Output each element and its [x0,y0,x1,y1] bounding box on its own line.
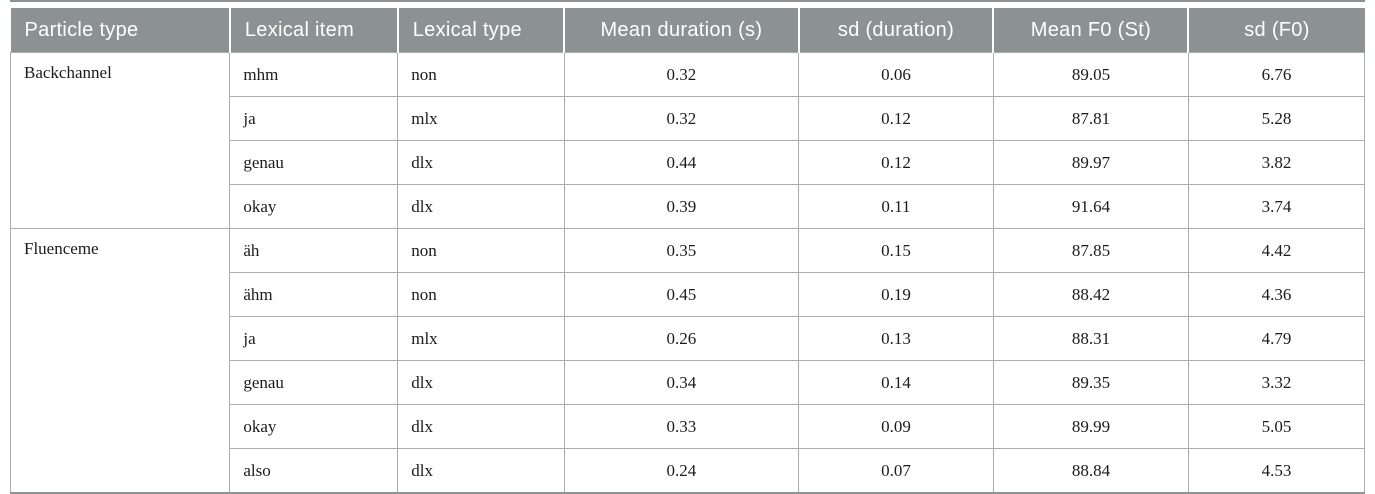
cell-lexical-type: dlx [397,360,565,405]
cell-lexical-type: non [397,228,565,273]
cell-sd-duration: 0.12 [798,96,994,141]
table-row: genau dlx 0.34 0.14 89.35 3.32 [11,360,1366,405]
cell-mean-duration: 0.24 [563,448,800,494]
particle-measurements-table: Particle type Lexical item Lexical type … [9,0,1366,494]
cell-mean-duration: 0.34 [563,360,800,405]
cell-lexical-type: dlx [397,448,565,494]
cell-sd-f0: 3.32 [1187,360,1366,405]
cell-sd-f0: 6.76 [1187,52,1366,97]
col-header-mean-f0: Mean F0 (St) [992,8,1189,53]
table-top-rule [10,0,1365,2]
table-row: ja mlx 0.32 0.12 87.81 5.28 [11,96,1366,141]
cell-mean-f0: 91.64 [992,184,1189,229]
cell-lexical-item: genau [229,360,399,405]
cell-lexical-type: dlx [397,140,565,185]
cell-mean-duration: 0.32 [563,96,800,141]
cell-lexical-item: ähm [229,272,399,317]
cell-sd-f0: 3.74 [1187,184,1366,229]
cell-sd-duration: 0.14 [798,360,994,405]
cell-sd-f0: 4.42 [1187,228,1366,273]
cell-sd-f0: 5.05 [1187,404,1366,449]
cell-sd-duration: 0.13 [798,316,994,361]
cell-sd-duration: 0.11 [798,184,994,229]
col-header-lexical-item: Lexical item [228,8,398,53]
cell-mean-duration: 0.44 [563,140,800,185]
cell-mean-f0: 87.85 [992,228,1189,273]
cell-mean-f0: 87.81 [992,96,1189,141]
table-row: ähm non 0.45 0.19 88.42 4.36 [11,272,1366,317]
cell-particle-type: Fluenceme [9,228,231,494]
table-row: Backchannel mhm non 0.32 0.06 89.05 6.76 [9,52,1366,229]
col-header-sd-f0: sd (F0) [1187,8,1365,53]
table-row: genau dlx 0.44 0.12 89.97 3.82 [11,140,1366,185]
cell-lexical-item: genau [229,140,399,185]
cell-lexical-item: okay [229,404,399,449]
cell-lexical-type: dlx [397,404,565,449]
cell-mean-duration: 0.39 [563,184,800,229]
cell-lexical-type: dlx [397,184,565,229]
cell-sd-f0: 4.53 [1187,448,1366,494]
cell-lexical-type: mlx [397,316,565,361]
cell-lexical-item: ja [229,316,399,361]
col-header-mean-duration: Mean duration (s) [563,8,799,53]
cell-mean-duration: 0.32 [563,52,800,97]
cell-sd-duration: 0.09 [798,404,994,449]
col-header-sd-duration: sd (duration) [797,8,994,53]
cell-lexical-type: mlx [397,96,565,141]
cell-sd-f0: 5.28 [1187,96,1366,141]
table-row: ja mlx 0.26 0.13 88.31 4.79 [11,316,1366,361]
cell-lexical-type: non [397,52,565,97]
data-table: Particle type Lexical item Lexical type … [9,8,1366,494]
cell-mean-f0: 88.84 [992,448,1189,494]
cell-mean-f0: 89.99 [992,404,1189,449]
cell-lexical-item: äh [229,228,399,273]
cell-mean-f0: 88.42 [992,272,1189,317]
cell-sd-f0: 4.79 [1187,316,1366,361]
cell-particle-type: Backchannel [9,52,231,229]
cell-mean-duration: 0.33 [563,404,800,449]
table-row: okay dlx 0.33 0.09 89.99 5.05 [11,404,1366,449]
cell-sd-duration: 0.06 [798,52,994,97]
cell-sd-f0: 4.36 [1187,272,1366,317]
cell-sd-duration: 0.07 [798,448,994,494]
cell-mean-duration: 0.26 [563,316,800,361]
table-row: okay dlx 0.39 0.11 91.64 3.74 [11,184,1366,229]
cell-mean-duration: 0.35 [563,228,800,273]
cell-mean-f0: 89.35 [992,360,1189,405]
cell-lexical-item: ja [229,96,399,141]
table-row: Fluenceme äh non 0.35 0.15 87.85 4.42 [9,228,1366,494]
cell-mean-f0: 88.31 [992,316,1189,361]
cell-lexical-item: also [229,448,399,494]
cell-lexical-type: non [397,272,565,317]
cell-sd-duration: 0.15 [798,228,994,273]
header-row: Particle type Lexical item Lexical type … [10,8,1365,53]
cell-sd-f0: 3.82 [1187,140,1366,185]
col-header-particle-type: Particle type [10,8,230,53]
cell-sd-duration: 0.12 [798,140,994,185]
cell-mean-duration: 0.45 [563,272,800,317]
col-header-lexical-type: Lexical type [396,8,565,53]
cell-mean-f0: 89.97 [992,140,1189,185]
cell-mean-f0: 89.05 [992,52,1189,97]
cell-lexical-item: okay [229,184,399,229]
cell-lexical-item: mhm [229,52,399,97]
cell-sd-duration: 0.19 [798,272,994,317]
